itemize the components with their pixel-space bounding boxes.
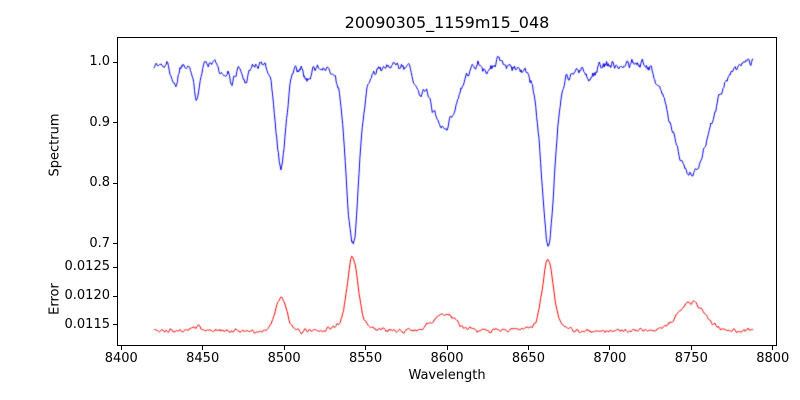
y-tick-mark [113,122,117,124]
x-tick-label: 8800 [756,351,790,366]
x-tick-label: 8450 [186,351,220,366]
x-tick-label: 8500 [267,351,301,366]
error-panel [117,253,777,346]
error-curve-canvas [118,253,776,345]
x-tick-mark [690,346,692,350]
y-tick-label: 0.7 [89,235,110,251]
y-tick-label: 0.8 [89,175,110,191]
x-tick-label: 8400 [104,351,138,366]
x-tick-mark [202,346,204,350]
y-tick-label: 1.0 [89,54,110,70]
y-tick-mark [113,324,117,326]
spectrum-panel [117,37,777,254]
x-tick-label: 8750 [674,351,708,366]
x-axis-label: Wavelength [408,368,486,383]
x-tick-mark [772,346,774,350]
x-tick-mark [120,346,122,350]
y-tick-label: 0.0120 [64,288,111,304]
x-tick-label: 8650 [511,351,545,366]
y-tick-mark [113,295,117,297]
y-tick-label: 0.0125 [64,259,111,275]
y-tick-mark [113,243,117,245]
spectrum-curve-canvas [118,38,776,253]
x-tick-label: 8700 [593,351,627,366]
y-tick-label: 0.0115 [64,316,111,332]
y-tick-label: 0.9 [89,114,110,130]
x-tick-mark [609,346,611,350]
x-tick-mark [446,346,448,350]
x-tick-mark [365,346,367,350]
y-tick-mark [113,266,117,268]
x-tick-label: 8550 [349,351,383,366]
chart-title: 20090305_1159m15_048 [344,13,550,32]
x-tick-mark [283,346,285,350]
x-tick-label: 8600 [430,351,464,366]
x-tick-mark [527,346,529,350]
y-tick-mark [113,182,117,184]
y-tick-mark [113,61,117,63]
